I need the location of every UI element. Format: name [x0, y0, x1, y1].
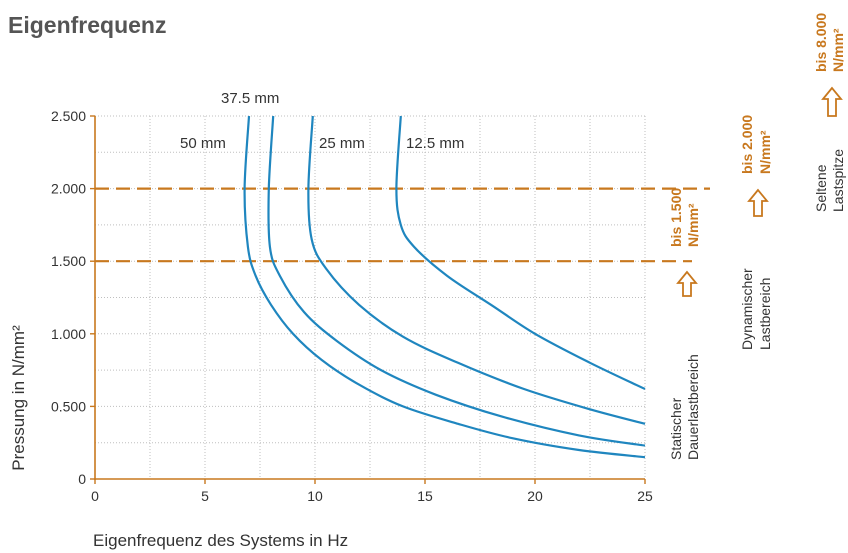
y-tick-label: 2.500: [51, 108, 86, 124]
y-axis-label: Pressung in N/mm²: [9, 325, 28, 471]
series-layer: [243, 115, 646, 459]
x-tick-label: 10: [307, 488, 323, 504]
x-tick-label: 5: [201, 488, 209, 504]
load-range-peak-unit: N/mm²: [830, 28, 846, 72]
x-tick-label: 25: [637, 488, 653, 504]
load-range-dynamic: bis 2.000 N/mm² Dynamischer Lastbereich: [739, 115, 773, 350]
threshold-layer: [95, 187, 710, 263]
curve-label-12-5mm: 12.5 mm: [406, 135, 464, 152]
up-arrow-icon: [821, 86, 843, 117]
x-tick-label: 20: [527, 488, 543, 504]
load-range-static-unit: N/mm²: [685, 203, 701, 247]
x-axis-label: Eigenfrequenz des Systems in Hz: [93, 531, 348, 550]
y-tick-label: 1.000: [51, 326, 86, 342]
series-line-2: [307, 115, 646, 425]
load-range-static-label-1: Statischer: [668, 397, 684, 460]
load-range-peak-label-1: Seltene: [813, 164, 829, 212]
page-title: Eigenfrequenz: [8, 12, 167, 38]
load-range-dynamic-value: bis 2.000: [739, 115, 755, 174]
curve-label-50mm: 50 mm: [180, 135, 226, 152]
load-range-static-label-2: Dauerlastbereich: [685, 354, 701, 460]
x-tick-label: 15: [417, 488, 433, 504]
axis-layer: 0 5 10 15 20 25 0 0.500 1.000 1.500 2.000 2.500: [51, 108, 653, 504]
grid-layer: [95, 115, 646, 479]
y-tick-label: 1.500: [51, 253, 86, 269]
y-tick-label: 2.000: [51, 181, 86, 197]
load-range-peak-value: bis 8.000: [813, 13, 829, 72]
series-line-3: [395, 115, 646, 390]
y-tick-label: 0.500: [51, 398, 86, 414]
load-range-static-value: bis 1.500: [668, 188, 684, 247]
series-line-0: [243, 115, 646, 459]
up-arrow-icon: [676, 270, 698, 297]
x-tick-label: 0: [91, 488, 99, 504]
y-tick-label: 0: [78, 471, 86, 487]
load-range-peak-label-2: Lastspitze: [830, 149, 846, 212]
load-range-static: bis 1.500 N/mm² Statischer Dauerlastbere…: [668, 188, 701, 460]
series-line-1: [267, 115, 646, 447]
curve-label-25mm: 25 mm: [319, 135, 365, 152]
load-range-dynamic-label-1: Dynamischer: [739, 268, 755, 350]
curve-label-37-5mm: 37.5 mm: [221, 90, 279, 107]
load-range-dynamic-label-2: Lastbereich: [757, 278, 773, 350]
up-arrow-icon: [747, 188, 769, 217]
load-range-peak: bis 8.000 N/mm² Seltene Lastspitze: [813, 13, 846, 212]
load-range-dynamic-unit: N/mm²: [757, 130, 773, 174]
